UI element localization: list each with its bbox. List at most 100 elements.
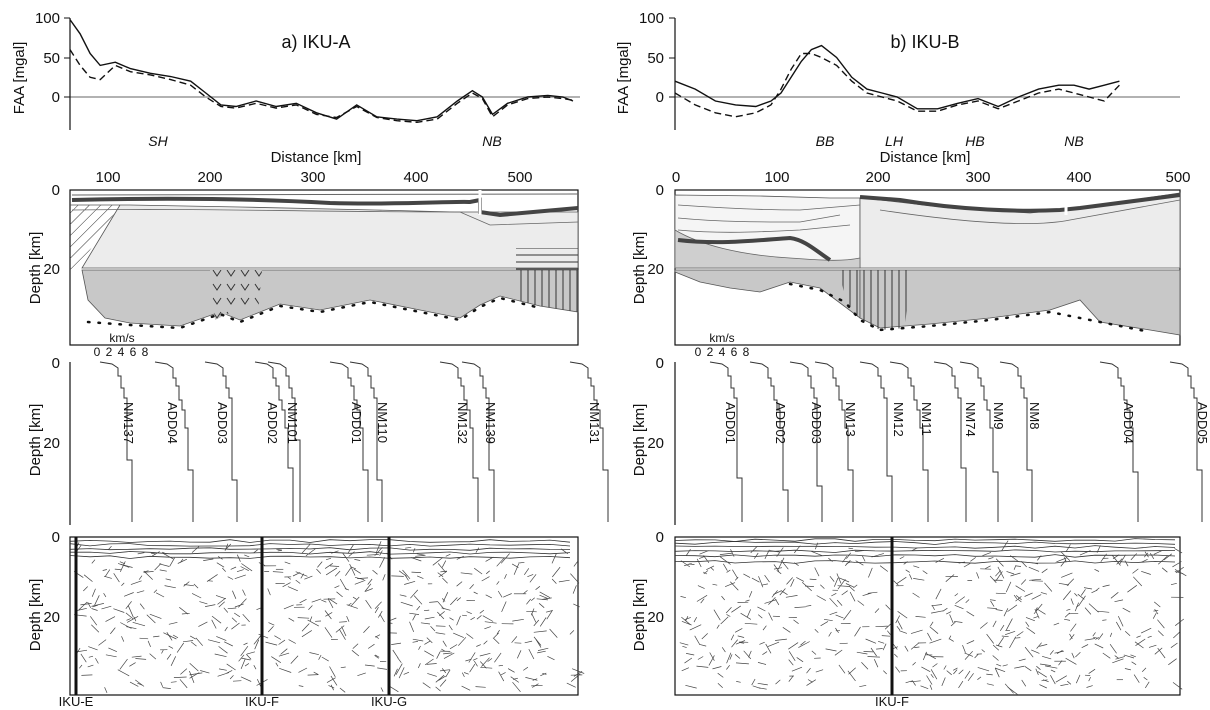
reflector-segment (545, 610, 553, 613)
reflector-segment (75, 649, 88, 653)
velocity-depth-curve (859, 361, 893, 522)
reflector-segment (357, 672, 366, 677)
y-tick-label: 0 (656, 529, 664, 546)
reflector-segment (958, 561, 966, 564)
reflector-segment (533, 619, 540, 627)
reflector-segment (904, 645, 909, 652)
y-tick-label: 0 (656, 355, 664, 372)
reflector-segment (298, 667, 308, 673)
layer-boundary (71, 193, 579, 196)
velocity-tick-label: 6 (130, 345, 137, 359)
reflector-segment (726, 664, 730, 670)
reflector-segment (379, 614, 385, 623)
reflector-segment (1115, 656, 1126, 660)
reflector-segment (801, 581, 812, 592)
reflector-segments (69, 539, 585, 694)
reflector-segment (217, 556, 223, 560)
reflector-segment (995, 644, 1003, 648)
reflector-segment (136, 590, 145, 594)
reflector-segment (205, 604, 216, 607)
station-label: ADD04 (165, 402, 180, 444)
reflector-segment (411, 557, 422, 562)
x-tick-label: 200 (865, 169, 890, 186)
reflector-segment (730, 549, 735, 557)
reflector-segment (958, 680, 964, 689)
reflector-segment (927, 632, 932, 641)
reflector-segment (276, 548, 283, 551)
reflector-segment (1130, 553, 1137, 561)
reflector-segment (214, 653, 227, 658)
reflector-segment (240, 645, 249, 657)
reflector-segment (1021, 679, 1027, 687)
y-tick-label: 50 (43, 50, 60, 67)
reflector-segment (979, 622, 988, 629)
reflector-segment (409, 621, 415, 633)
reflector-segment (1016, 631, 1024, 637)
reflector-segment (899, 630, 908, 634)
reflector-segment (88, 655, 94, 658)
reflector-segment (932, 663, 938, 668)
reflector-line (674, 545, 1176, 549)
reflector-segment (717, 683, 723, 688)
faa-calculated-line (69, 49, 574, 124)
reflector-segment (702, 571, 708, 575)
reflector-segment (162, 687, 171, 689)
reflector-segment (1075, 652, 1081, 658)
reflector-segment (912, 592, 920, 598)
reflector-segment (295, 571, 308, 577)
reflector-segment (697, 656, 704, 660)
reflector-segment (364, 664, 375, 667)
reflector-segment (325, 612, 333, 617)
reflector-segment (1024, 646, 1034, 658)
reflector-segment (699, 556, 705, 559)
region-label: BB (816, 133, 835, 149)
reflector-segment (445, 669, 451, 678)
station-label: NM12 (891, 402, 906, 437)
reflector-segment (684, 617, 691, 620)
reflector-segment (487, 658, 493, 662)
reflector-segment (482, 615, 494, 622)
reflector-segment (764, 574, 770, 583)
reflector-segment (1001, 540, 1009, 551)
reflector-segment (686, 653, 695, 656)
reflector-segment (1065, 657, 1077, 665)
x-tick-label: 300 (300, 169, 325, 186)
reflector-segment (768, 612, 773, 621)
reflector-segment (761, 583, 768, 586)
reflector-segment (368, 643, 375, 649)
y-tick-label: 0 (52, 355, 60, 372)
reflector-segment (155, 592, 165, 598)
faa-plot-b: 100 50 0 FAA [mgal] b) IKU-B BB LH HB NB… (615, 10, 1180, 166)
reflector-segment (757, 662, 767, 665)
reflector-segment (1154, 647, 1163, 655)
reflector-segment (1116, 558, 1123, 565)
reflector-segment (331, 550, 339, 554)
reflector-segment (1136, 635, 1141, 638)
reflector-segment (981, 649, 986, 653)
reflector-segment (232, 680, 242, 682)
reflector-segment (696, 558, 702, 568)
reflector-segment (875, 625, 888, 628)
reflector-segment (757, 606, 766, 612)
reflector-segment (309, 616, 313, 622)
reflector-segment (1035, 668, 1039, 676)
reflector-segment (298, 685, 304, 687)
reflector-segment (524, 640, 533, 644)
reflector-segment (432, 557, 444, 566)
reflector-segment (179, 607, 189, 615)
reflector-segment (748, 650, 752, 658)
reflector-segment (137, 682, 143, 686)
reflector-segment (1084, 638, 1096, 641)
reflector-segment (282, 582, 291, 588)
reflector-line (674, 554, 1176, 558)
reflector-segment (497, 590, 503, 598)
y-tick-label: 0 (52, 182, 60, 199)
reflector-segment (313, 671, 319, 675)
reflector-segment (134, 679, 145, 687)
reflector-segment (476, 615, 482, 620)
reflector-segment (681, 667, 690, 672)
reflector-segment (231, 617, 238, 623)
reflector-segment (700, 598, 705, 604)
reflector-segment (317, 561, 323, 568)
reflector-segment (531, 684, 543, 687)
